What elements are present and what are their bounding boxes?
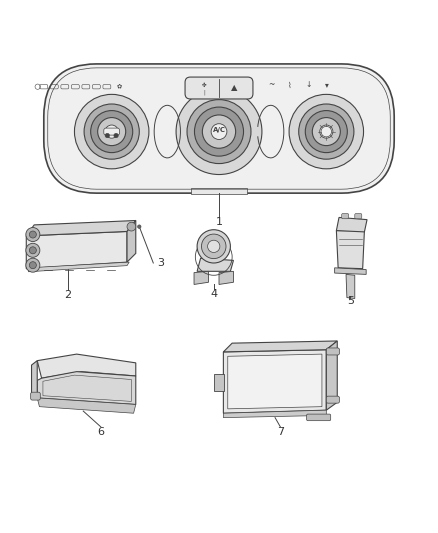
Text: 2: 2 xyxy=(64,290,71,300)
Circle shape xyxy=(26,258,40,272)
Polygon shape xyxy=(37,398,136,413)
Polygon shape xyxy=(228,354,322,409)
Circle shape xyxy=(176,88,262,174)
Text: ▲: ▲ xyxy=(231,84,237,93)
Polygon shape xyxy=(219,271,233,285)
Polygon shape xyxy=(197,258,233,271)
Circle shape xyxy=(105,133,110,138)
Text: A/C: A/C xyxy=(212,127,226,133)
Circle shape xyxy=(194,107,244,156)
Polygon shape xyxy=(26,231,127,269)
Text: 7: 7 xyxy=(277,427,284,437)
Text: ↓: ↓ xyxy=(305,80,311,90)
Polygon shape xyxy=(26,221,136,236)
Circle shape xyxy=(29,247,36,254)
Text: 5: 5 xyxy=(347,296,354,305)
Text: ▾: ▾ xyxy=(325,80,328,90)
Polygon shape xyxy=(191,188,247,194)
Circle shape xyxy=(299,104,354,159)
Circle shape xyxy=(84,104,139,159)
Text: 6: 6 xyxy=(97,427,104,437)
FancyBboxPatch shape xyxy=(185,77,253,99)
Circle shape xyxy=(91,110,133,152)
Polygon shape xyxy=(28,262,129,272)
Circle shape xyxy=(187,100,251,164)
Text: 3: 3 xyxy=(157,258,164,268)
FancyBboxPatch shape xyxy=(326,396,339,403)
Circle shape xyxy=(26,243,40,257)
Circle shape xyxy=(197,230,230,263)
Text: ⌇: ⌇ xyxy=(288,80,292,90)
Polygon shape xyxy=(127,221,136,262)
Circle shape xyxy=(127,222,136,231)
Circle shape xyxy=(202,115,236,148)
Polygon shape xyxy=(194,271,208,285)
Circle shape xyxy=(29,231,36,238)
Polygon shape xyxy=(335,268,366,274)
Circle shape xyxy=(98,118,126,146)
Polygon shape xyxy=(223,350,326,413)
Circle shape xyxy=(26,228,40,241)
Polygon shape xyxy=(37,354,136,378)
Text: ✿: ✿ xyxy=(117,84,122,89)
FancyBboxPatch shape xyxy=(307,414,331,421)
Text: ✤: ✤ xyxy=(202,83,206,87)
Circle shape xyxy=(320,125,333,138)
FancyBboxPatch shape xyxy=(326,348,339,355)
Circle shape xyxy=(211,124,227,140)
FancyBboxPatch shape xyxy=(44,64,394,193)
Circle shape xyxy=(201,234,226,259)
Circle shape xyxy=(29,262,36,269)
Polygon shape xyxy=(223,341,337,352)
Circle shape xyxy=(74,94,149,169)
Polygon shape xyxy=(336,217,367,232)
Circle shape xyxy=(105,125,118,138)
Text: |: | xyxy=(203,89,205,95)
Polygon shape xyxy=(336,231,364,269)
FancyBboxPatch shape xyxy=(355,214,362,219)
Circle shape xyxy=(114,133,118,138)
Text: 4: 4 xyxy=(210,289,217,298)
Polygon shape xyxy=(37,372,136,405)
Text: ~: ~ xyxy=(268,80,275,90)
Circle shape xyxy=(321,126,332,137)
Polygon shape xyxy=(326,341,337,410)
FancyBboxPatch shape xyxy=(342,214,349,219)
Circle shape xyxy=(138,225,141,229)
Circle shape xyxy=(312,118,340,146)
Polygon shape xyxy=(32,361,37,398)
Polygon shape xyxy=(223,410,326,418)
Text: 1: 1 xyxy=(215,217,223,227)
Polygon shape xyxy=(346,274,355,298)
Polygon shape xyxy=(214,374,224,391)
Circle shape xyxy=(208,240,220,253)
FancyBboxPatch shape xyxy=(31,392,40,400)
Circle shape xyxy=(289,94,364,169)
Circle shape xyxy=(305,110,347,152)
FancyBboxPatch shape xyxy=(104,128,120,135)
